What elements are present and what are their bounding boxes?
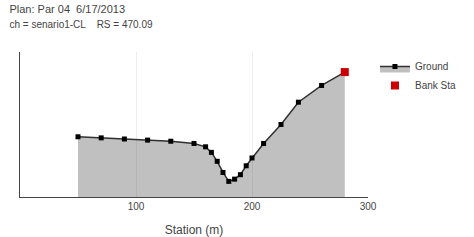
svg-text:Station (m): Station (m)	[165, 223, 224, 237]
svg-text:Bank Sta: Bank Sta	[415, 80, 456, 91]
svg-text:100: 100	[128, 201, 145, 212]
svg-text:200: 200	[244, 201, 261, 212]
svg-text:300: 300	[360, 201, 377, 212]
svg-text:Ground: Ground	[415, 61, 448, 72]
svg-text:Plan: Par 04 6/17/2013ch = se: Plan: Par 04 6/17/2013ch = senario1-CL R…	[9, 3, 152, 29]
